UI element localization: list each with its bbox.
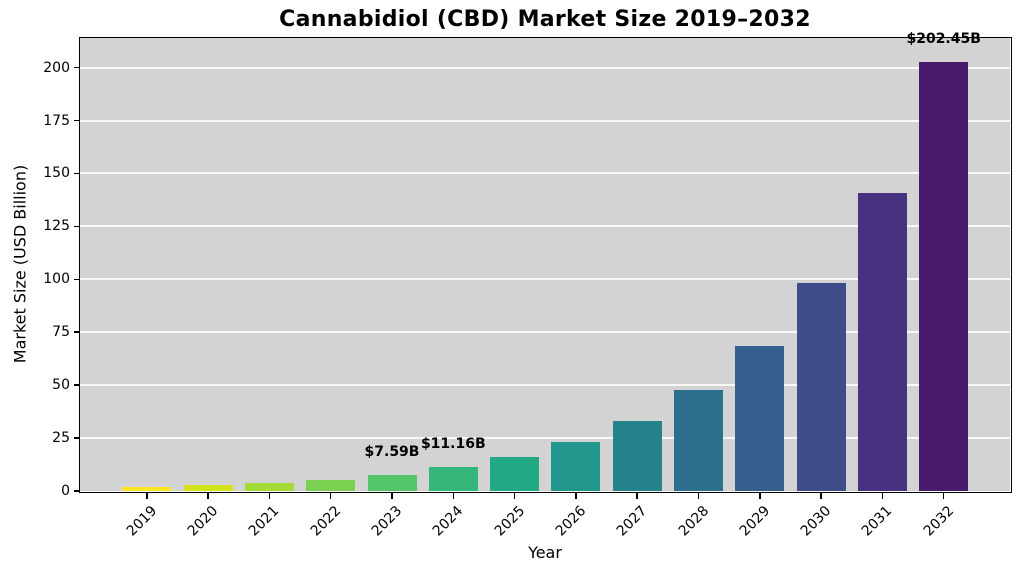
bar-2021	[244, 483, 294, 491]
y-tick-25	[74, 437, 80, 439]
bar-2029	[735, 346, 785, 491]
x-axis-label: Year	[528, 543, 562, 562]
bar-2022	[306, 479, 356, 491]
x-tick-2021	[268, 492, 271, 499]
y-tick-label-150: 150	[43, 165, 70, 182]
x-tick-2032	[942, 492, 945, 499]
value-label-2032: $202.45B	[906, 31, 981, 48]
bar-2023	[367, 474, 417, 491]
y-tick-label-175: 175	[43, 112, 70, 129]
bar-2031	[857, 192, 907, 491]
y-tick-label-75: 75	[52, 324, 70, 341]
bar-2030	[796, 283, 846, 491]
x-tick-2025	[513, 492, 516, 499]
y-tick-label-25: 25	[52, 430, 70, 447]
x-tick-2023	[391, 492, 393, 499]
y-tick-label-100: 100	[43, 271, 70, 288]
x-tick-2020	[207, 492, 209, 499]
value-label-2023: $7.59B	[364, 443, 420, 460]
y-tick-175	[74, 119, 80, 122]
x-tick-2028	[697, 492, 700, 499]
x-tick-2022	[329, 492, 332, 499]
y-tick-0	[74, 490, 80, 492]
bar-2026	[551, 442, 601, 491]
y-tick-50	[74, 384, 80, 386]
bar-2028	[674, 390, 723, 491]
y-tick-100	[74, 278, 80, 281]
y-tick-label-0: 0	[61, 483, 70, 499]
x-tick-2024	[452, 492, 455, 499]
bar-2025	[490, 457, 540, 491]
x-tick-2031	[881, 492, 884, 499]
bar-2020	[183, 485, 233, 491]
x-tick-2029	[759, 492, 761, 499]
y-tick-150	[74, 172, 80, 175]
x-tick-2030	[820, 492, 822, 499]
bar-2032	[919, 62, 969, 491]
y-tick-125	[74, 225, 80, 228]
y-tick-75	[74, 331, 80, 333]
y-tick-label-50: 50	[52, 377, 70, 394]
y-tick-200	[74, 66, 80, 69]
value-label-2024: $11.16B	[420, 436, 486, 453]
x-tick-2026	[575, 492, 577, 499]
x-tick-2019	[146, 492, 148, 499]
y-tick-label-200: 200	[43, 59, 70, 76]
bar-2019	[122, 487, 172, 491]
y-tick-label-125: 125	[43, 218, 70, 235]
x-tick-2027	[636, 492, 638, 499]
chart-title: Cannabidiol (CBD) Market Size 2019–2032	[279, 7, 811, 32]
bar-2027	[612, 420, 662, 491]
plot-area	[80, 38, 1010, 491]
bar-2024	[428, 467, 478, 491]
